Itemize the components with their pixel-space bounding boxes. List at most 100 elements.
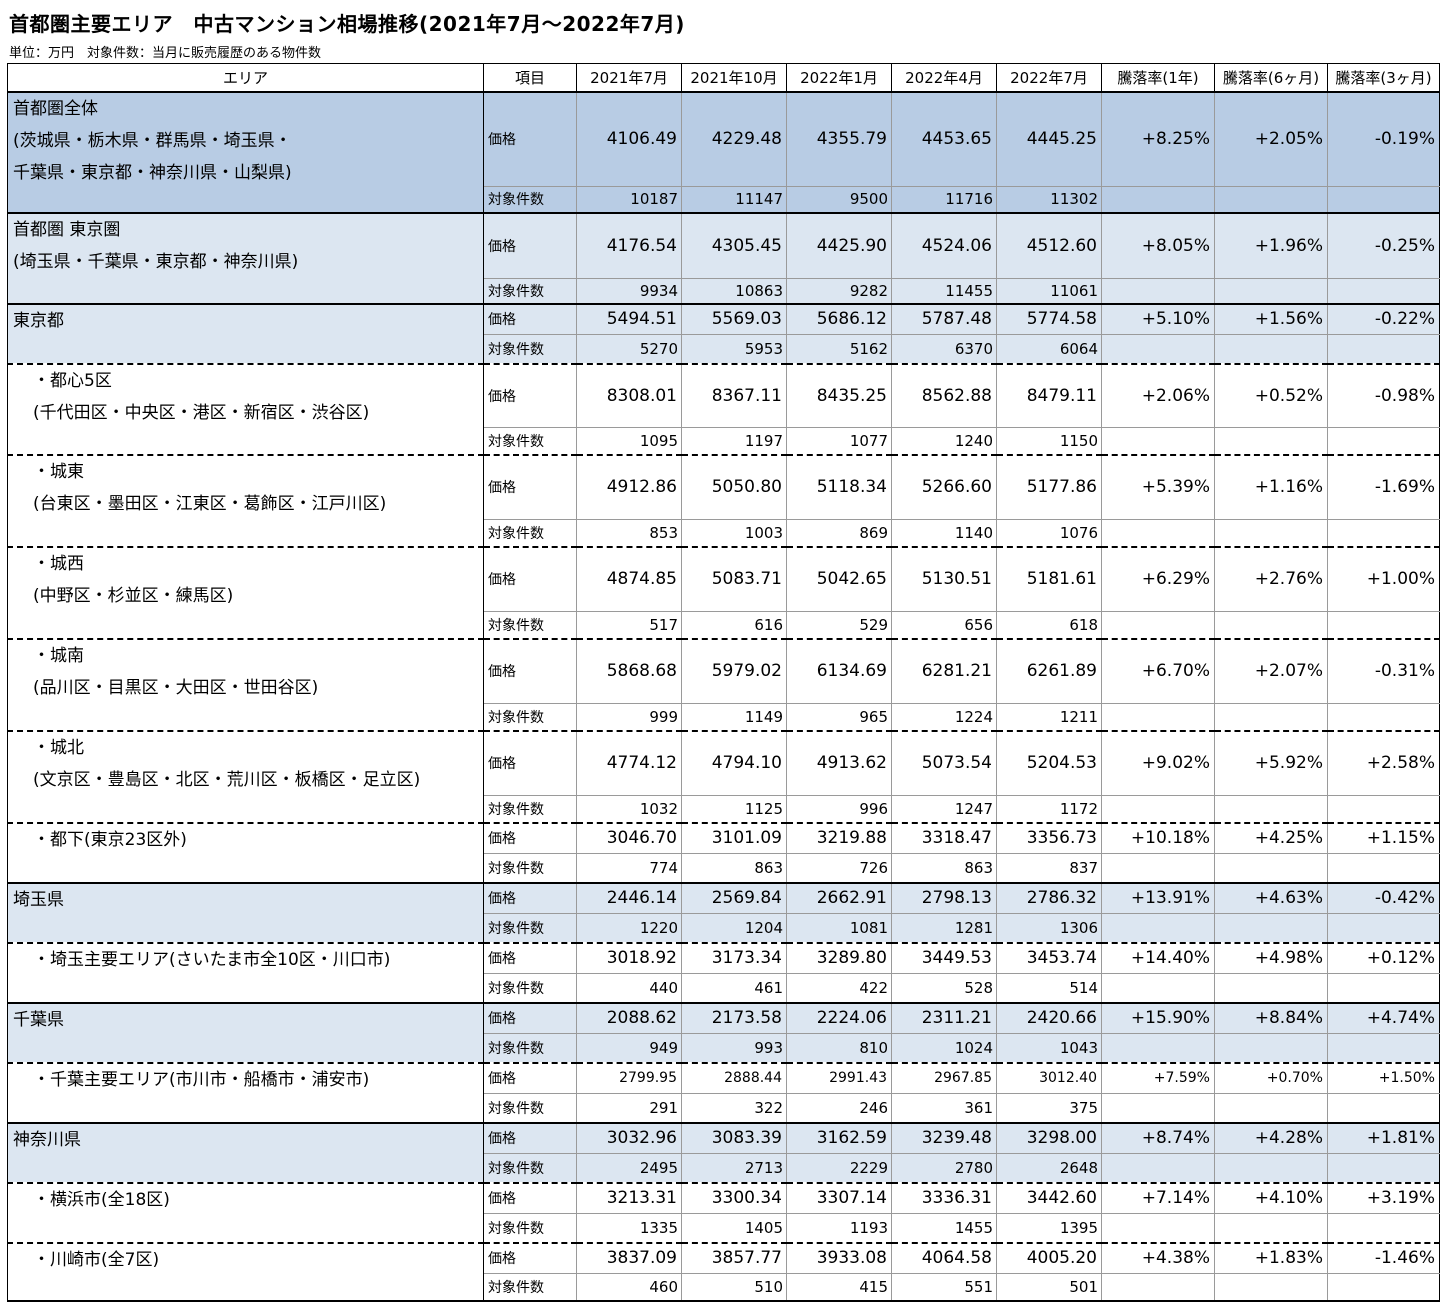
empty-cell xyxy=(1327,1032,1440,1064)
empty-cell xyxy=(1214,702,1328,732)
count-value: 863 xyxy=(681,852,787,884)
item-label-count: 対象件数 xyxy=(483,333,577,365)
empty-cell xyxy=(1327,1152,1440,1184)
change-rate: -1.69% xyxy=(1327,454,1440,520)
count-value: 863 xyxy=(891,852,997,884)
count-value: 1043 xyxy=(996,1032,1102,1064)
empty-cell xyxy=(1101,610,1215,640)
empty-cell xyxy=(1327,1212,1440,1244)
change-rate: +7.59% xyxy=(1101,1062,1215,1094)
count-value: 11455 xyxy=(891,277,997,305)
count-value: 1395 xyxy=(996,1212,1102,1244)
count-value: 869 xyxy=(786,518,892,548)
price-value: 3336.31 xyxy=(891,1182,997,1214)
price-value: 4524.06 xyxy=(891,212,997,279)
item-label-price: 価格 xyxy=(483,638,577,704)
count-value: 291 xyxy=(576,1092,682,1124)
count-value: 246 xyxy=(786,1092,892,1124)
price-value: 4229.48 xyxy=(681,91,787,187)
price-value: 4774.12 xyxy=(576,730,682,796)
count-value: 1140 xyxy=(891,518,997,548)
table-row-count: 対象件数 774 863 726 863 837 xyxy=(8,852,1440,884)
count-value: 774 xyxy=(576,852,682,884)
count-value: 528 xyxy=(891,972,997,1004)
table-row-price: ・都下(東京23区外) 価格 3046.70 3101.09 3219.88 3318.4… xyxy=(7,822,1440,884)
item-label-count: 対象件数 xyxy=(483,518,577,548)
change-rate: +8.05% xyxy=(1101,212,1215,279)
item-label-price: 価格 xyxy=(483,303,577,335)
price-value: 2420.66 xyxy=(996,1002,1102,1034)
price-value: 3933.08 xyxy=(786,1242,892,1274)
price-value: 4913.62 xyxy=(786,730,892,796)
column-header: 2022年4月 xyxy=(891,63,997,93)
empty-cell xyxy=(1101,426,1215,456)
area-cell: 首都圏全体 (茨城県・栃木県・群馬県・埼玉県・ 千葉県・東京都・神奈川県・山梨県) xyxy=(7,91,484,214)
count-value: 996 xyxy=(786,794,892,824)
item-label-count: 対象件数 xyxy=(483,912,577,944)
price-value: 2173.58 xyxy=(681,1002,787,1034)
count-value: 2713 xyxy=(681,1152,787,1184)
header-row: エリア 項目 2021年7月 2021年10月 2022年1月 2022年4月 … xyxy=(7,63,1440,93)
price-value: 5569.03 xyxy=(681,303,787,335)
area-cell: ・千葉主要エリア(市川市・船橋市・浦安市) xyxy=(7,1062,484,1124)
area-cell: ・城西 (中野区・杉並区・練馬区) xyxy=(7,546,484,640)
change-rate: -0.25% xyxy=(1327,212,1440,279)
price-value: 3289.80 xyxy=(786,942,892,974)
count-value: 810 xyxy=(786,1032,892,1064)
area-cell: ・城南 (品川区・目黒区・大田区・世田谷区) xyxy=(7,638,484,732)
empty-cell xyxy=(1327,610,1440,640)
price-value: 4512.60 xyxy=(996,212,1102,279)
empty-cell xyxy=(1214,277,1328,305)
empty-cell xyxy=(1101,1092,1215,1124)
price-value: 5266.60 xyxy=(891,454,997,520)
count-value: 440 xyxy=(576,972,682,1004)
area-cell: 東京都 xyxy=(7,303,484,365)
change-rate: -0.22% xyxy=(1327,303,1440,335)
item-label-count: 対象件数 xyxy=(483,1212,577,1244)
item-label-price: 価格 xyxy=(483,546,577,612)
price-value: 3298.00 xyxy=(996,1122,1102,1154)
change-rate: +1.96% xyxy=(1214,212,1328,279)
count-value: 514 xyxy=(996,972,1102,1004)
item-label-price: 価格 xyxy=(483,1242,577,1274)
count-value: 517 xyxy=(576,610,682,640)
empty-cell xyxy=(1101,333,1215,365)
count-value: 1032 xyxy=(576,794,682,824)
count-value: 1003 xyxy=(681,518,787,548)
change-rate: +4.98% xyxy=(1214,942,1328,974)
price-value: 5073.54 xyxy=(891,730,997,796)
count-value: 2648 xyxy=(996,1152,1102,1184)
price-value: 8308.01 xyxy=(576,363,682,428)
price-value: 4453.65 xyxy=(891,91,997,187)
count-value: 853 xyxy=(576,518,682,548)
price-value: 3449.53 xyxy=(891,942,997,974)
price-value: 3239.48 xyxy=(891,1122,997,1154)
change-rate: +8.25% xyxy=(1101,91,1215,187)
area-cell: ・都下(東京23区外) xyxy=(7,822,484,884)
change-rate: +4.38% xyxy=(1101,1242,1215,1274)
price-value: 5130.51 xyxy=(891,546,997,612)
empty-cell xyxy=(1327,1272,1440,1302)
count-value: 5270 xyxy=(576,333,682,365)
count-value: 9934 xyxy=(576,277,682,305)
empty-cell xyxy=(1101,1152,1215,1184)
price-value: 5177.86 xyxy=(996,454,1102,520)
count-value: 1240 xyxy=(891,426,997,456)
area-name-line: ・埼玉主要エリア(さいたま市全10区・川口市) xyxy=(33,950,391,970)
count-value: 1197 xyxy=(681,426,787,456)
table-row-price: 首都圏全体 (茨城県・栃木県・群馬県・埼玉県・ 千葉県・東京都・神奈川県・山梨県) 価… xyxy=(7,91,1440,214)
change-rate: +2.05% xyxy=(1214,91,1328,187)
price-value: 4425.90 xyxy=(786,212,892,279)
area-cell: ・川崎市(全7区) xyxy=(7,1242,484,1302)
area-cell: ・都心5区 (千代田区・中央区・港区・新宿区・渋谷区) xyxy=(7,363,484,456)
area-cell: ・埼玉主要エリア(さいたま市全10区・川口市) xyxy=(7,942,484,1004)
count-value: 1204 xyxy=(681,912,787,944)
change-rate: +9.02% xyxy=(1101,730,1215,796)
table-row-price: 首都圏 東京圏 (埼玉県・千葉県・東京都・神奈川県) 価格 4176.54 4305.4… xyxy=(7,212,1440,305)
table-row-price: 神奈川県 価格 3032.96 3083.39 3162.59 3239.48 3298.0… xyxy=(7,1122,1440,1184)
column-header: 2022年1月 xyxy=(786,63,892,93)
count-value: 1149 xyxy=(681,702,787,732)
empty-cell xyxy=(1214,972,1328,1004)
count-value: 10187 xyxy=(576,185,682,214)
change-rate: +13.91% xyxy=(1101,882,1215,914)
